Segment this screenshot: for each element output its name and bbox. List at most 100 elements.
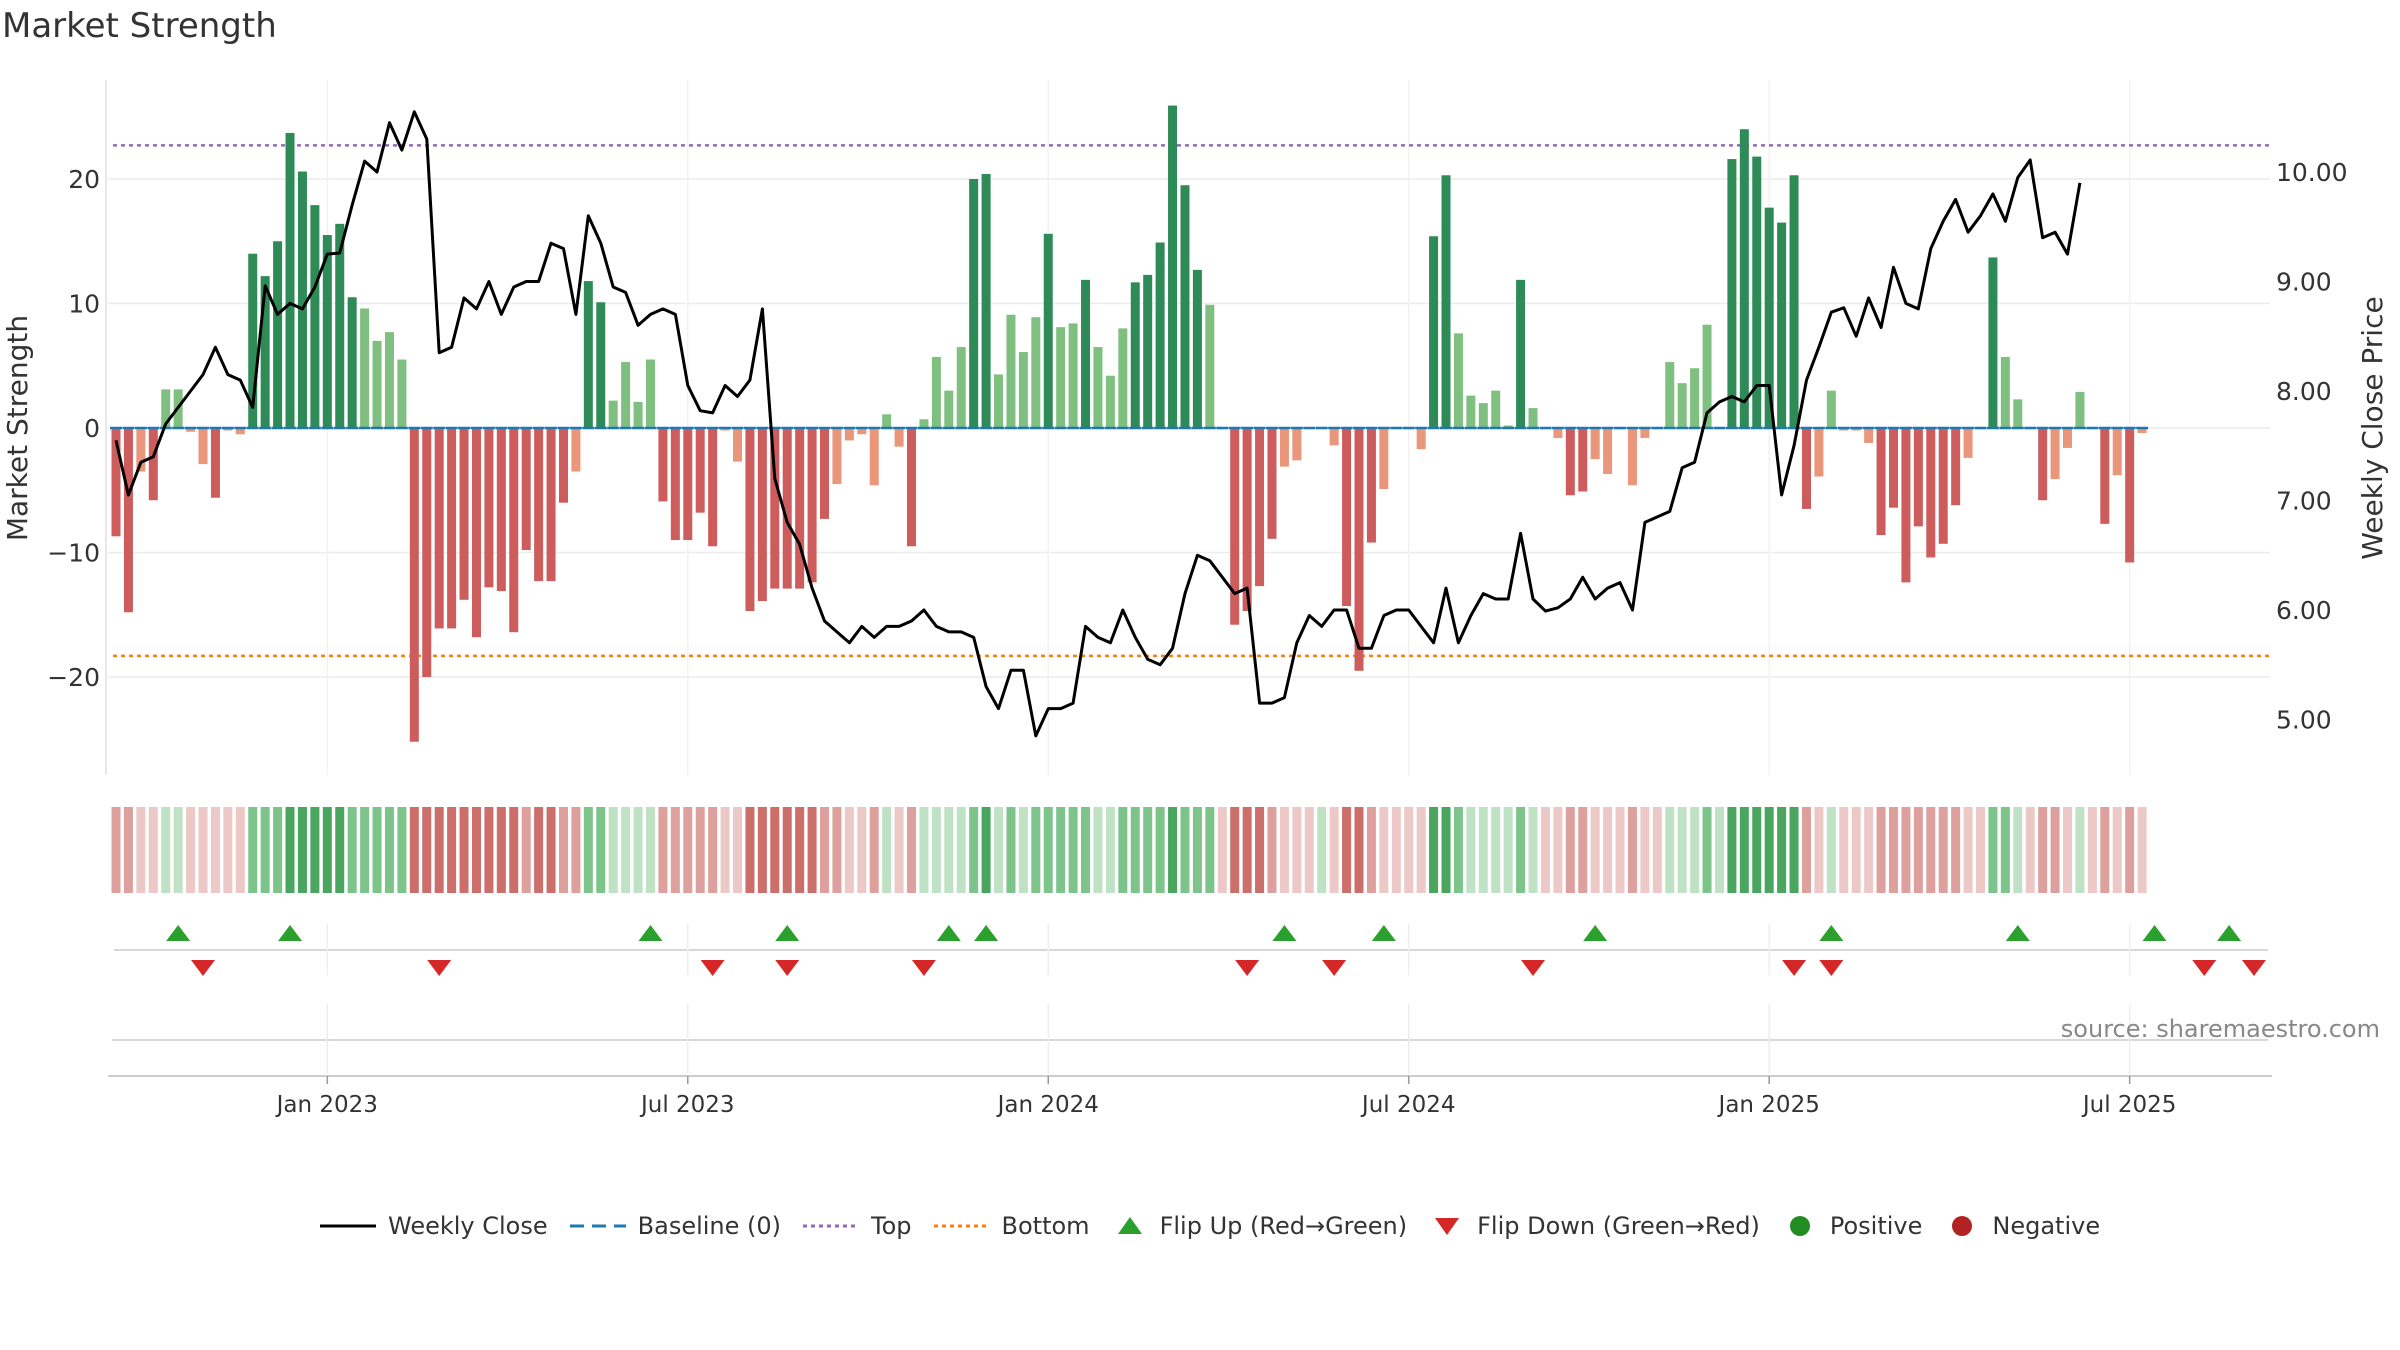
strength-bar — [471, 428, 481, 638]
heat-cell — [1429, 807, 1439, 893]
heat-cell — [372, 807, 382, 893]
strength-bar — [1777, 222, 1787, 428]
heat-cell — [844, 807, 854, 893]
flip-up-marker — [2217, 925, 2242, 941]
strength-bar — [2000, 357, 2010, 428]
y-axis-label: Market Strength — [1, 315, 34, 541]
heat-cell — [1951, 807, 1961, 893]
heat-cell — [907, 807, 917, 893]
strength-bar — [1814, 428, 1824, 477]
heat-cell — [1814, 807, 1824, 893]
strength-bar — [1752, 156, 1762, 428]
strength-bar — [2075, 391, 2085, 428]
y2-tick-label: 6.00 — [2276, 596, 2332, 625]
strength-bar — [2013, 399, 2023, 428]
heat-cell — [1590, 807, 1600, 893]
legend-item-flip-down: Flip Down (Green→Red) — [1427, 1212, 1760, 1240]
legend-item-flip-up: Flip Up (Red→Green) — [1110, 1212, 1407, 1240]
strength-bar — [521, 428, 531, 551]
heat-cell — [1242, 807, 1252, 893]
heat-cell — [720, 807, 730, 893]
heat-cell — [621, 807, 631, 893]
heat-cell — [447, 807, 457, 893]
strength-bar — [608, 400, 618, 428]
heat-cell — [148, 807, 158, 893]
heat-cell — [583, 807, 593, 893]
triangle-up-icon — [1117, 1217, 1142, 1234]
heat-cell — [670, 807, 680, 893]
heat-cell — [1043, 807, 1053, 893]
strength-bar — [1043, 233, 1053, 428]
flip-down-marker — [775, 960, 800, 976]
strength-bar — [161, 389, 171, 428]
strength-bar — [186, 428, 196, 432]
flip-down-marker — [191, 960, 216, 976]
heat-cell — [1665, 807, 1675, 893]
strength-bar — [1764, 207, 1774, 428]
strength-bar — [807, 428, 817, 583]
strength-bar — [484, 428, 494, 588]
strength-bar — [869, 428, 879, 486]
strength-bar — [1453, 333, 1463, 428]
strength-bar — [1876, 428, 1886, 536]
heat-cell — [1801, 807, 1811, 893]
heat-cell — [1578, 807, 1588, 893]
y2-axis-label: Weekly Close Price — [2356, 296, 2389, 559]
heat-cell — [1230, 807, 1240, 893]
strength-bar — [931, 357, 941, 428]
flip-down-marker — [2192, 960, 2217, 976]
strength-bar — [111, 428, 121, 537]
strength-bar — [1366, 428, 1376, 543]
y2-tick-label: 10.00 — [2276, 158, 2348, 187]
heat-cell — [260, 807, 270, 893]
heat-cell — [161, 807, 171, 893]
strength-bar — [335, 223, 345, 428]
heat-cell — [807, 807, 817, 893]
legend-dashed-swatch-icon — [569, 1224, 626, 1228]
strength-bar — [1702, 324, 1712, 428]
strength-bar — [1690, 368, 1700, 428]
heat-cell — [1963, 807, 1973, 893]
heat-cell — [1379, 807, 1389, 893]
heat-cell — [422, 807, 432, 893]
strength-bar — [409, 428, 419, 742]
strength-bar — [1068, 323, 1078, 428]
strength-bar — [658, 428, 668, 502]
heat-cell — [1292, 807, 1302, 893]
strength-bar — [310, 205, 320, 428]
heat-cell — [1006, 807, 1016, 893]
lower-panel: Jan 2023 Jul 2023 Jan 2024 Jul 2024 Jan 2025… — [108, 1004, 2272, 1118]
strength-bar — [273, 241, 283, 428]
strength-bar — [1938, 428, 1948, 544]
flip-up-marker — [1583, 925, 1608, 941]
strength-bar — [1105, 375, 1115, 428]
strength-bar — [1926, 428, 1936, 558]
strength-bar — [496, 428, 506, 592]
strength-bar — [260, 276, 270, 428]
heat-cell — [2038, 807, 2048, 893]
heat-cell — [882, 807, 892, 893]
heat-cell — [1416, 807, 1426, 893]
heat-cell — [558, 807, 568, 893]
heat-cell — [1354, 807, 1364, 893]
strength-bar — [1739, 129, 1749, 428]
strength-bar — [210, 428, 220, 498]
flip-up-marker — [936, 925, 961, 941]
strength-bar — [347, 297, 357, 428]
heat-cell — [1627, 807, 1637, 893]
heat-cell — [1155, 807, 1165, 893]
heat-cell — [1714, 807, 1724, 893]
flip-down-marker — [1235, 960, 1260, 976]
strength-bar — [1354, 428, 1364, 671]
heat-cell — [1205, 807, 1215, 893]
strength-bar — [1951, 428, 1961, 506]
strength-bar — [1168, 105, 1178, 429]
heat-cell — [521, 807, 531, 893]
legend-label: Bottom — [1001, 1212, 1090, 1240]
heat-cell — [1789, 807, 1799, 893]
heat-cell — [1366, 807, 1376, 893]
heat-cell — [2087, 807, 2097, 893]
strength-bar — [907, 428, 917, 547]
strength-bar — [148, 428, 158, 501]
heat-cell — [2075, 807, 2085, 893]
